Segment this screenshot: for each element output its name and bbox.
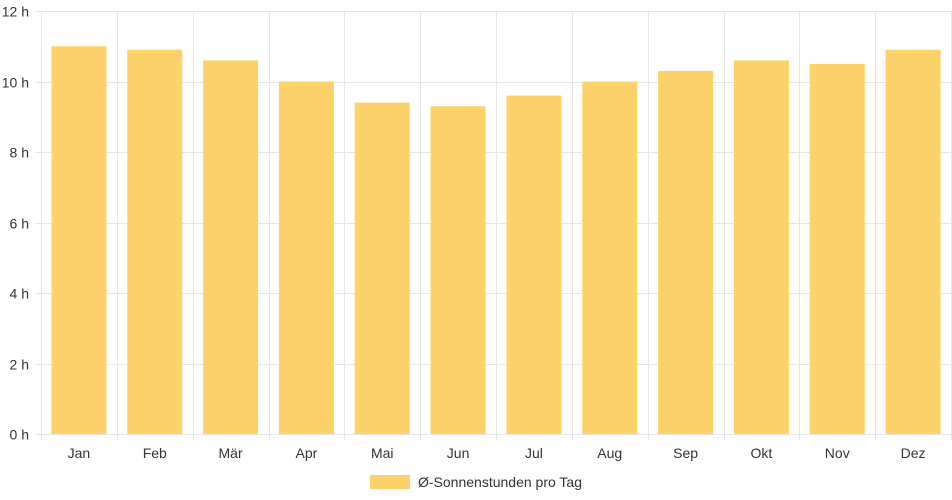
y-tick-label: 6 h [10, 216, 29, 232]
bar-apr[interactable] [278, 81, 334, 435]
bar-mai[interactable] [354, 102, 410, 435]
x-tick-label: Mai [371, 445, 394, 461]
grid-lines [35, 11, 952, 440]
bar-aug[interactable] [582, 81, 638, 435]
bar-mär[interactable] [203, 60, 259, 434]
x-tick-label: Mär [219, 445, 243, 461]
legend-swatch [370, 475, 410, 489]
legend-label: Ø-Sonnenstunden pro Tag [418, 474, 582, 490]
bar-jun[interactable] [430, 106, 486, 435]
bar-nov[interactable] [809, 63, 865, 434]
x-tick-label: Okt [751, 445, 773, 461]
bar-feb[interactable] [127, 49, 183, 435]
x-tick-label: Jan [68, 445, 91, 461]
y-tick-label: 4 h [10, 286, 29, 302]
bar-dez[interactable] [885, 49, 941, 435]
y-tick-label: 0 h [10, 427, 29, 443]
bar-sep[interactable] [658, 70, 714, 435]
x-tick-label: Sep [673, 445, 698, 461]
x-tick-label: Jul [525, 445, 543, 461]
x-tick-label: Aug [597, 445, 622, 461]
x-tick-label: Dez [901, 445, 926, 461]
x-tick-label: Jun [447, 445, 470, 461]
y-tick-label: 2 h [10, 357, 29, 373]
bar-jan[interactable] [51, 46, 107, 434]
y-tick-label: 10 h [2, 75, 29, 91]
bar-jul[interactable] [506, 95, 562, 434]
y-axis: 0 h 2 h 4 h 6 h 8 h 10 h 12 h [2, 4, 29, 443]
x-tick-label: Apr [296, 445, 318, 461]
x-tick-label: Nov [825, 445, 850, 461]
y-tick-label: 8 h [10, 145, 29, 161]
x-tick-label: Feb [143, 445, 167, 461]
x-axis: Jan Feb Mär Apr Mai Jun Jul Aug Sep Okt Nov Dez [68, 445, 926, 461]
bar-okt[interactable] [733, 60, 789, 434]
bar-chart: 0 h2 h4 h6 h8 h10 h12 h Jan Feb Mär Apr Mai J… [2, 4, 952, 461]
y-tick-label: 12 h [2, 4, 29, 20]
bars [51, 46, 941, 435]
legend[interactable]: Ø-Sonnenstunden pro Tag [0, 470, 952, 494]
